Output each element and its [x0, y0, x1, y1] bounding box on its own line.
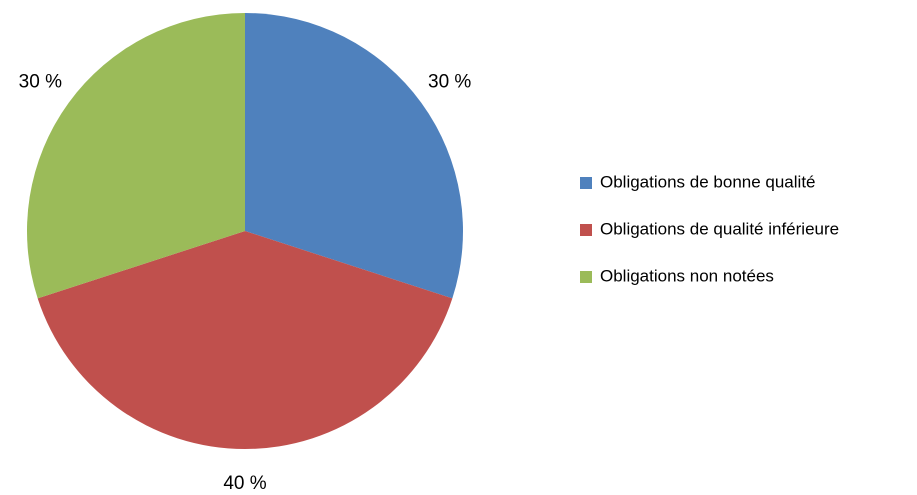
- legend-text: Obligations de bonne qualité: [600, 172, 816, 191]
- pie-slice: [37, 231, 453, 449]
- data-label: 40 %: [223, 473, 266, 494]
- legend-swatch: [580, 271, 592, 283]
- data-label: 30 %: [428, 71, 471, 92]
- pie-slice: [245, 13, 463, 299]
- data-label: 30 %: [19, 71, 62, 92]
- legend-swatch: [580, 224, 592, 236]
- legend-text: Obligations de qualité inférieure: [600, 219, 839, 238]
- pie-slice: [26, 13, 245, 299]
- legend-swatch: [580, 177, 592, 189]
- legend-text: Obligations non notées: [600, 266, 774, 285]
